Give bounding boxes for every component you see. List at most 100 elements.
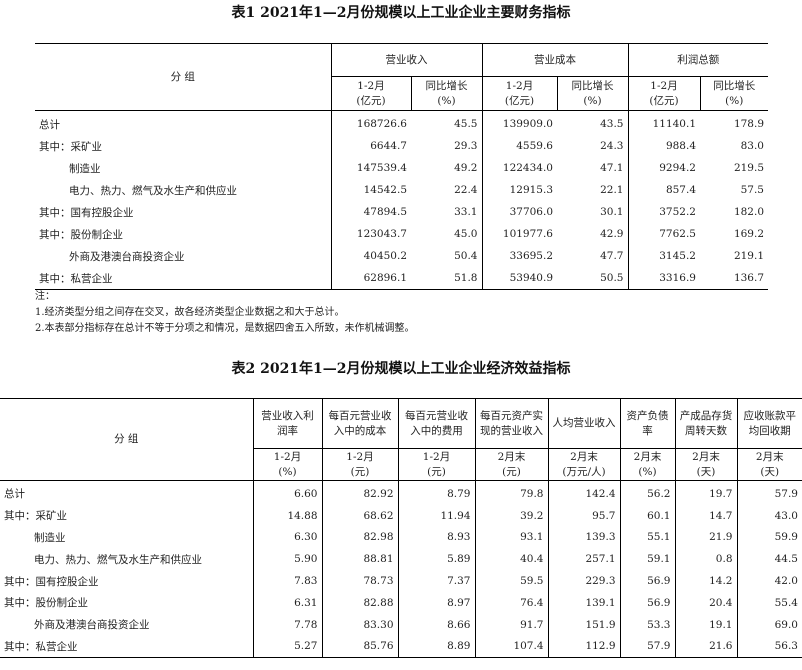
cell-value: 14542.5 [330, 179, 411, 201]
cell-value: 47894.5 [330, 201, 411, 223]
sub-header-period: 1-2月 [357, 79, 385, 92]
cell-value: 44.5 [736, 548, 802, 571]
cell-value: 40.4 [474, 548, 548, 571]
cell-value: 219.5 [733, 162, 764, 174]
row-label: 其中：私营企业 [39, 272, 113, 285]
sub-header-unit: (亿元) [504, 94, 535, 107]
cell-value: 6.30 [252, 526, 322, 549]
cell-value: 42.0 [736, 570, 802, 592]
cell-value: 30.1 [600, 206, 624, 218]
cell-value: 8.66 [397, 613, 475, 636]
cell-value: 168726.6 [330, 110, 411, 135]
sub-header: 1-2月 (亿元) [627, 76, 700, 111]
cell-value: 56.9 [619, 570, 675, 592]
table-row: 其中：国有控股企业 7.83 78.73 7.37 59.5 229.3 56.9 14.2 4… [0, 570, 802, 592]
cell-value: 7.83 [252, 570, 322, 592]
cell-value: 56.2 [619, 480, 675, 505]
row-label: 其中：国有控股企业 [39, 206, 134, 219]
sub-header-unit: (%) [583, 94, 602, 107]
cell-value: 91.7 [474, 613, 548, 636]
cell-value: 88.81 [321, 548, 398, 571]
table-row: 电力、热力、燃气及水生产和供应业 5.90 88.81 5.89 40.4 257.1 59… [0, 548, 802, 571]
cell-value: 3752.2 [627, 201, 700, 223]
group-header: 分 组 [35, 43, 331, 111]
cell-value: 43.5 [600, 118, 624, 130]
cell-value: 4559.6 [481, 135, 557, 157]
col-header: 产成品存货周转天数 [674, 398, 737, 449]
cell-value: 82.92 [321, 480, 398, 505]
table1-notes: 注： 1.经济类型分组之间存在交叉，故各经济类型企业数据之和大于总计。 2.本表… [35, 289, 415, 337]
cell-value: 169.2 [733, 228, 764, 240]
cell-value: 45.5 [454, 118, 478, 130]
table-row: 制造业 6.30 82.98 8.93 93.1 139.3 55.1 21.9 59.9 [0, 526, 802, 549]
sub-header: 1-2月 (亿元) [481, 76, 557, 111]
sub-header-unit: (亿元) [649, 94, 679, 107]
sub-header-period: 同比增长 [425, 79, 468, 92]
table-row: 其中：私营企业 62896.1 51.8 53940.9 50.5 3316.9 136.7 [35, 267, 768, 290]
cell-value: 8.97 [397, 591, 475, 614]
cell-value: 57.9 [736, 480, 802, 505]
cell-value: 83.0 [740, 140, 764, 152]
table-row: 其中：采矿业 14.88 68.62 11.94 39.2 95.7 60.1 14.7 43.… [0, 504, 802, 527]
cell-value: 123043.7 [330, 223, 411, 245]
cell-value: 47.7 [600, 250, 624, 262]
cell-value: 82.98 [321, 526, 398, 549]
cell-value: 78.73 [321, 570, 398, 592]
sub-header-period: 1-2月 [422, 450, 451, 463]
sub-header: 2月末 (万元/人) [547, 448, 620, 481]
cell-value: 37706.0 [481, 201, 557, 223]
cell-value: 68.62 [321, 504, 398, 527]
cell-value: 33695.2 [481, 245, 557, 267]
sub-header: 1-2月 (元) [321, 448, 398, 481]
cell-value: 9294.2 [627, 157, 700, 179]
cell-value: 21.6 [674, 635, 737, 658]
cell-value: 59.5 [474, 570, 548, 592]
row-label: 其中：国有控股企业 [4, 575, 99, 588]
cell-value: 122434.0 [481, 157, 557, 179]
cell-value: 6644.7 [330, 135, 411, 157]
col-group: 营业收入 [330, 43, 482, 77]
table2-title: 表2 2021年1—2月份规模以上工业企业经济效益指标 [231, 361, 571, 377]
cell-value: 22.4 [454, 184, 478, 196]
sub-header-period: 2月末 [633, 450, 662, 463]
cell-value: 7.78 [252, 613, 322, 636]
cell-value: 50.4 [454, 250, 478, 262]
sub-header: 同比增长 (%) [410, 76, 482, 111]
note-heading: 注： [35, 291, 55, 302]
cell-value: 7.37 [397, 570, 475, 592]
cell-value: 5.90 [252, 548, 322, 571]
cell-value: 20.4 [674, 591, 737, 614]
sub-header: 2月末 (天) [736, 448, 802, 481]
row-label: 外商及港澳台商投资企业 [69, 250, 185, 263]
col-header: 每百元营业收入中的费用 [397, 398, 475, 449]
cell-value: 85.76 [321, 635, 398, 658]
cell-value: 29.3 [454, 140, 478, 152]
col-header: 资产负债率 [619, 398, 675, 449]
cell-value: 82.88 [321, 591, 398, 614]
sub-header-unit: (天) [760, 465, 780, 478]
sub-header-period: 2月末 [570, 450, 598, 463]
cell-value: 21.9 [674, 526, 737, 549]
cell-value: 56.3 [736, 635, 802, 658]
sub-header: 同比增长 (%) [556, 76, 628, 111]
sub-header-period: 1-2月 [273, 450, 302, 463]
cell-value: 93.1 [474, 526, 548, 549]
row-label: 其中：股份制企业 [39, 228, 123, 241]
cell-value: 142.4 [547, 480, 620, 505]
sub-header-period: 1-2月 [505, 79, 534, 92]
cell-value: 33.1 [454, 206, 478, 218]
cell-value: 14.2 [674, 570, 737, 592]
sub-header-period: 同比增长 [571, 79, 614, 92]
cell-value: 182.0 [733, 206, 764, 218]
cell-value: 47.1 [600, 162, 624, 174]
row-label: 制造业 [69, 162, 101, 175]
row-label: 电力、热力、燃气及水生产和供应业 [69, 184, 237, 197]
cell-value: 112.9 [547, 635, 620, 658]
cell-value: 136.7 [733, 272, 764, 284]
col-header: 每百元营业收入中的成本 [321, 398, 398, 449]
col-header: 每百元资产实现的营业收入 [474, 398, 548, 449]
table-row: 其中：采矿业 6644.7 29.3 4559.6 24.3 988.4 83.0 [35, 135, 768, 157]
table-row: 总计 168726.6 45.5 139909.0 43.5 11140.1 178.9 [35, 110, 768, 135]
row-label: 外商及港澳台商投资企业 [34, 619, 150, 632]
cell-value: 14.88 [252, 504, 322, 527]
